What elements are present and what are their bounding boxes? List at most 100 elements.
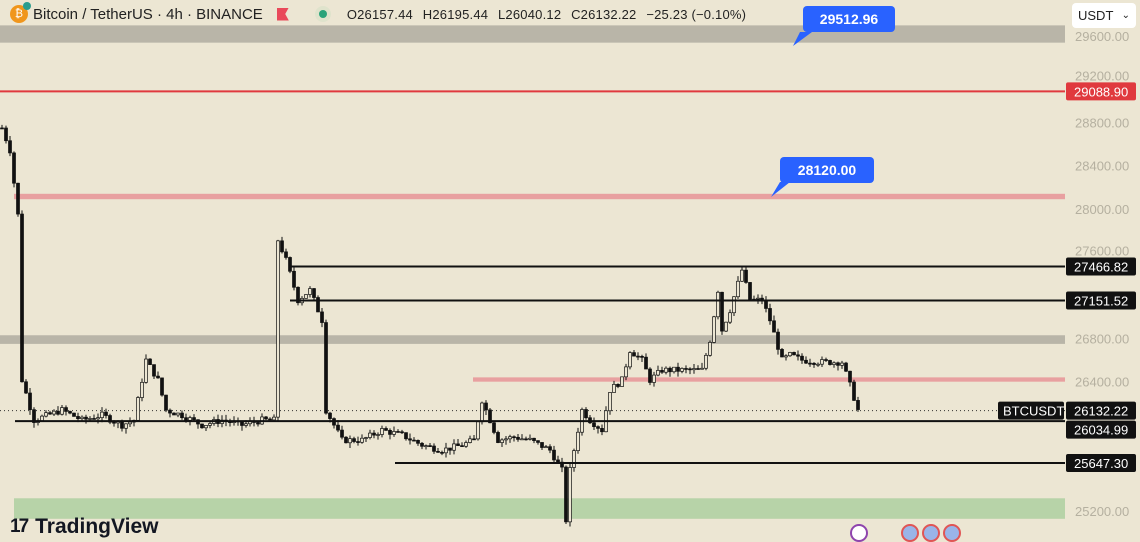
candle — [0, 124, 4, 130]
candle-body — [484, 402, 488, 411]
candle — [736, 276, 740, 299]
candle-body — [180, 412, 184, 419]
candle — [832, 361, 836, 368]
candle-body — [576, 431, 580, 452]
low-value: L26040.12 — [498, 6, 562, 22]
candle — [644, 353, 648, 370]
candle — [556, 455, 560, 463]
candle-body — [40, 415, 44, 422]
candle-body — [756, 297, 760, 300]
us-flag-event-icon[interactable] — [922, 524, 940, 542]
candle — [772, 315, 776, 333]
candle — [740, 266, 744, 283]
candle-body — [624, 366, 628, 378]
candle-body — [488, 409, 492, 424]
candle-body — [672, 366, 676, 373]
candle — [436, 447, 440, 453]
candle-body — [56, 410, 60, 415]
candle — [820, 356, 824, 367]
candle-body — [340, 429, 344, 438]
price-callout-28120[interactable]: 28120.00 — [780, 157, 874, 183]
candle-body — [832, 362, 836, 365]
candle — [460, 442, 464, 447]
candle — [564, 465, 568, 524]
candle-body — [728, 312, 732, 323]
candle-body — [436, 450, 440, 453]
candle-body — [144, 358, 148, 383]
open-value: O26157.44 — [346, 6, 413, 22]
us-flag-event-icon[interactable] — [943, 524, 961, 542]
candle-body — [820, 359, 824, 365]
candle — [304, 294, 308, 299]
candle — [540, 442, 544, 450]
candle-body — [100, 411, 104, 418]
candle — [348, 435, 352, 448]
candle-body — [32, 409, 36, 423]
candle-body — [724, 321, 728, 332]
candle — [164, 394, 168, 413]
us-flag-event-icon[interactable] — [901, 524, 919, 542]
candle-body — [596, 426, 600, 429]
candle-body — [464, 442, 468, 447]
candle — [136, 396, 140, 421]
candle — [712, 315, 716, 344]
candle-body — [324, 322, 328, 414]
candle-body — [792, 352, 796, 356]
candle-body — [160, 377, 164, 396]
price-callout-29512[interactable]: 29512.96 — [803, 6, 895, 32]
candle — [128, 417, 132, 427]
candle — [396, 429, 400, 433]
candle — [276, 239, 280, 421]
candle — [444, 442, 448, 458]
candle-body — [684, 368, 688, 370]
candle-body — [284, 251, 288, 258]
candle-body — [616, 384, 620, 387]
currency-select[interactable]: USDT ⌄ — [1072, 3, 1136, 28]
candle — [688, 367, 692, 375]
candle-body — [28, 392, 32, 411]
candle — [708, 340, 712, 357]
candle-body — [316, 297, 320, 313]
candle-body — [568, 467, 572, 523]
symbol-label-bg — [998, 401, 1064, 420]
candle — [492, 421, 496, 435]
candle — [532, 437, 536, 444]
candle-body — [632, 352, 636, 357]
candle-body — [712, 316, 716, 343]
level-price-label: 27466.82 — [1074, 259, 1128, 274]
candle — [356, 436, 360, 446]
clock-event-icon[interactable] — [850, 524, 868, 542]
candle — [228, 418, 232, 427]
event-icons — [850, 524, 961, 542]
symbol-title[interactable]: Bitcoin / TetherUS · 4h · BINANCE — [33, 5, 263, 23]
candle — [148, 358, 152, 365]
candle — [308, 286, 312, 298]
candle — [92, 414, 96, 420]
zone-green — [14, 498, 1065, 519]
candle — [368, 429, 372, 440]
level-label-bg — [1066, 82, 1136, 101]
candle-body — [448, 447, 452, 451]
candle-body — [696, 368, 700, 370]
candle-body — [740, 269, 744, 282]
candle — [760, 294, 764, 305]
candle-body — [344, 436, 348, 444]
candle — [720, 291, 724, 335]
candle — [4, 125, 8, 144]
candle — [156, 371, 160, 379]
candle-body — [328, 412, 332, 419]
candle-body — [780, 349, 784, 358]
candle-body — [776, 331, 780, 350]
candle — [648, 367, 652, 386]
candle-body — [384, 428, 388, 431]
candle — [844, 361, 848, 372]
flag-icon[interactable] — [276, 7, 289, 21]
candle — [160, 377, 164, 397]
candle — [784, 354, 788, 361]
candle — [432, 443, 436, 454]
level-label-bg — [1066, 291, 1136, 310]
candle-body — [336, 424, 340, 431]
candle — [716, 290, 720, 320]
candle-body — [312, 288, 316, 298]
